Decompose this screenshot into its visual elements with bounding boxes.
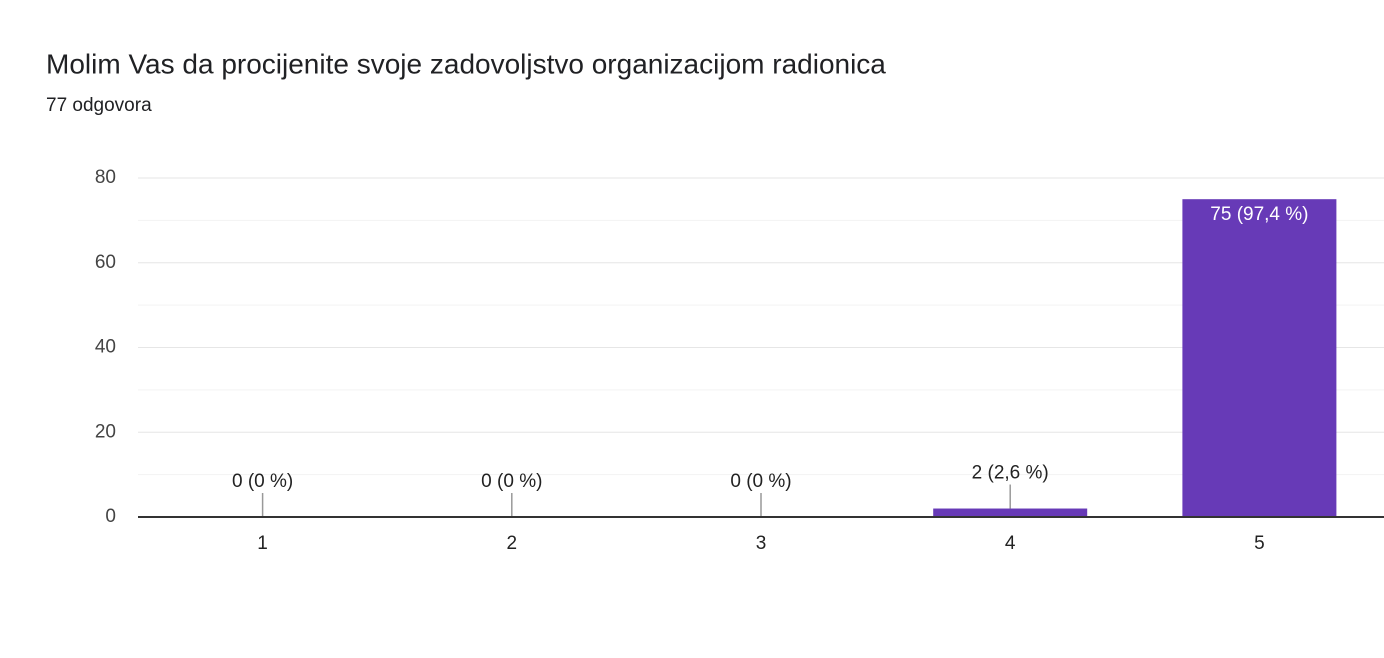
data-label: 0 (0 %) [730,471,791,492]
x-tick-label: 1 [257,533,268,554]
x-tick-label: 4 [1005,533,1016,554]
y-tick-label: 80 [95,167,116,188]
data-label: 0 (0 %) [232,471,293,492]
data-label: 2 (2,6 %) [972,463,1049,484]
bar [933,508,1088,517]
data-label: 0 (0 %) [481,471,542,492]
x-tick-label: 5 [1254,533,1265,554]
y-tick-label: 20 [95,421,116,442]
x-tick-label: 2 [507,533,518,554]
x-tick-label: 3 [756,533,767,554]
chart-title: Molim Vas da procijenite svoje zadovoljs… [46,48,886,79]
data-label: 75 (97,4 %) [1210,204,1308,225]
bar [1182,199,1337,517]
chart-subtitle: 77 odgovora [46,95,152,116]
y-tick-label: 0 [105,506,116,527]
y-tick-label: 60 [95,252,116,273]
y-tick-label: 40 [95,337,116,358]
